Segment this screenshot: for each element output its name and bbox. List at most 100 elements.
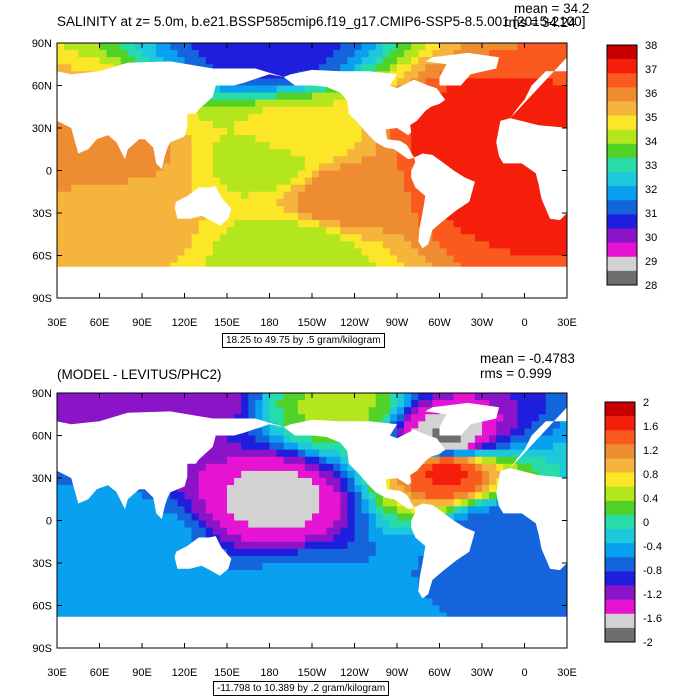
field-cell bbox=[142, 149, 150, 157]
field-cell bbox=[503, 106, 511, 115]
field-cell bbox=[156, 184, 164, 193]
field-cell bbox=[212, 106, 221, 115]
field-cell bbox=[241, 478, 249, 486]
field-cell bbox=[205, 584, 214, 592]
field-cell bbox=[212, 485, 221, 493]
field-cell bbox=[234, 135, 242, 143]
field-cell bbox=[326, 548, 334, 557]
field-cell bbox=[482, 456, 490, 465]
field-cell bbox=[361, 499, 370, 507]
field-cell bbox=[92, 205, 101, 214]
field-cell bbox=[198, 255, 207, 264]
colorbar-box bbox=[607, 143, 637, 159]
field-cell bbox=[64, 400, 72, 408]
field-cell bbox=[234, 591, 242, 600]
field-cell bbox=[312, 262, 320, 271]
field-cell bbox=[496, 177, 504, 186]
colorbar-label: 34 bbox=[645, 136, 657, 148]
field-cell bbox=[354, 220, 363, 228]
field-cell bbox=[368, 563, 377, 571]
field-cell bbox=[85, 499, 94, 507]
field-cell bbox=[326, 513, 334, 522]
field-cell bbox=[340, 128, 349, 136]
field-cell bbox=[170, 541, 179, 550]
field-cell bbox=[85, 198, 94, 207]
field-cell bbox=[482, 400, 490, 408]
field-cell bbox=[198, 120, 207, 129]
field-cell bbox=[205, 99, 214, 108]
field-cell bbox=[524, 541, 533, 550]
field-cell bbox=[375, 43, 384, 51]
field-cell bbox=[184, 470, 193, 479]
field-cell bbox=[333, 492, 341, 500]
field-cell bbox=[375, 198, 384, 207]
field-cell bbox=[333, 64, 341, 72]
field-cell bbox=[496, 191, 504, 200]
field-cell bbox=[262, 435, 271, 444]
field-cell bbox=[269, 407, 278, 415]
field-cell bbox=[78, 163, 86, 172]
field-cell bbox=[368, 227, 377, 235]
field-cell bbox=[113, 492, 122, 500]
field-cell bbox=[149, 184, 157, 193]
field-cell bbox=[64, 64, 72, 72]
field-cell bbox=[255, 227, 264, 235]
field-cell bbox=[297, 492, 306, 500]
field-cell bbox=[241, 520, 249, 529]
field-cell bbox=[404, 184, 412, 193]
field-cell bbox=[241, 85, 249, 94]
field-cell bbox=[531, 393, 540, 401]
field-cell bbox=[439, 492, 448, 500]
field-cell bbox=[297, 191, 306, 200]
field-cell bbox=[290, 478, 299, 486]
field-cell bbox=[538, 255, 547, 264]
field-cell bbox=[389, 50, 398, 58]
field-cell bbox=[276, 393, 285, 401]
field-cell bbox=[389, 584, 398, 592]
field-cell bbox=[552, 591, 561, 600]
field-cell bbox=[354, 128, 363, 136]
field-cell bbox=[262, 520, 271, 529]
field-cell bbox=[163, 400, 171, 408]
colorbar-box bbox=[607, 186, 637, 201]
field-cell bbox=[134, 591, 143, 600]
field-cell bbox=[283, 598, 292, 607]
field-cell bbox=[361, 478, 370, 486]
field-cell bbox=[319, 163, 327, 172]
field-cell bbox=[276, 142, 285, 150]
field-cell bbox=[333, 506, 341, 515]
field-cell bbox=[234, 92, 242, 101]
field-cell bbox=[290, 170, 299, 179]
field-cell bbox=[57, 142, 65, 150]
field-cell bbox=[559, 570, 567, 578]
field-cell bbox=[333, 463, 341, 472]
field-cell bbox=[326, 135, 334, 143]
field-cell bbox=[460, 255, 469, 264]
field-cell bbox=[524, 99, 533, 108]
field-cell bbox=[71, 177, 79, 186]
field-cell bbox=[446, 163, 455, 172]
field-cell bbox=[439, 92, 448, 101]
field-cell bbox=[177, 57, 186, 65]
field-cell bbox=[552, 57, 561, 65]
field-cell bbox=[134, 170, 143, 179]
field-cell bbox=[290, 400, 299, 408]
field-cell bbox=[411, 64, 419, 72]
field-cell bbox=[198, 407, 207, 415]
field-cell bbox=[297, 177, 306, 186]
field-cell bbox=[446, 513, 455, 522]
field-cell bbox=[170, 513, 179, 522]
field-cell bbox=[99, 184, 108, 193]
field-cell bbox=[460, 113, 469, 122]
field-cell bbox=[127, 513, 136, 522]
field-cell bbox=[304, 456, 313, 465]
field-cell bbox=[382, 478, 391, 486]
field-cell bbox=[71, 227, 79, 235]
field-cell bbox=[460, 435, 469, 444]
field-cell bbox=[319, 520, 327, 529]
field-cell bbox=[234, 149, 242, 157]
field-cell bbox=[474, 113, 483, 122]
field-cell bbox=[354, 227, 363, 235]
field-cell bbox=[340, 513, 349, 522]
field-cell bbox=[319, 234, 327, 242]
